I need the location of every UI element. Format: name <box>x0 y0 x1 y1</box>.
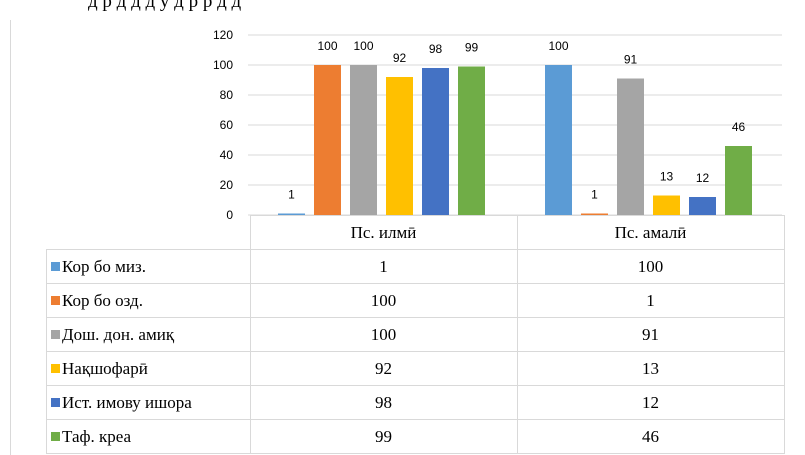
data-table-corner <box>46 215 251 250</box>
table-cell: 12 <box>516 385 785 420</box>
legend-swatch <box>51 295 60 305</box>
data-label: 100 <box>317 39 337 53</box>
cropped-heading-text: д р д д д у д р р д д <box>88 0 242 12</box>
legend-swatch <box>51 261 60 271</box>
table-cell: 46 <box>516 419 785 454</box>
category-label-0: Пс. илмӣ <box>249 215 518 250</box>
y-tick-label: 80 <box>220 88 234 102</box>
bar <box>314 65 341 215</box>
legend-swatch <box>51 329 60 339</box>
y-tick-label: 60 <box>220 118 234 132</box>
bar <box>725 146 752 215</box>
series-label: Ист. имову ишора <box>46 385 251 420</box>
bar <box>581 213 608 215</box>
y-tick-label: 100 <box>213 58 233 72</box>
bar <box>422 68 449 215</box>
y-tick-label: 0 <box>226 208 233 222</box>
table-cell: 91 <box>516 317 785 352</box>
table-cell: 92 <box>249 351 518 386</box>
table-row: Дош. дон. амиқ 100 91 <box>46 317 785 352</box>
table-cell: 1 <box>249 249 518 284</box>
table-row: Ист. имову ишора 98 12 <box>46 385 785 420</box>
table-cell: 1 <box>516 283 785 318</box>
data-label: 99 <box>465 41 479 55</box>
table-cell: 99 <box>249 419 518 454</box>
table-row: Кор бо миз. 1 100 <box>46 249 785 284</box>
table-row: Кор бо озд. 100 1 <box>46 283 785 318</box>
data-labels: 1 100 100 1 100 91 92 13 98 12 99 46 <box>288 39 745 202</box>
table-cell: 13 <box>516 351 785 386</box>
data-label: 12 <box>696 171 710 185</box>
legend-swatch <box>51 363 60 373</box>
data-label: 100 <box>548 39 568 53</box>
y-axis: 0 20 40 60 80 100 120 <box>213 28 233 222</box>
table-row: Нақшофарӣ 92 13 <box>46 351 785 386</box>
bar <box>545 65 572 215</box>
table-cell: 100 <box>516 249 785 284</box>
chart-frame-border <box>10 20 11 455</box>
data-label: 92 <box>393 51 407 65</box>
data-label: 98 <box>429 42 443 56</box>
data-label: 91 <box>624 53 638 67</box>
category-label-1: Пс. амалӣ <box>516 215 785 250</box>
bars <box>278 65 752 215</box>
y-tick-label: 40 <box>220 148 234 162</box>
chart-data-table: Пс. илмӣ Пс. амалӣ Кор бо миз. 1 100 Кор бо… <box>46 215 785 454</box>
bar <box>617 78 644 215</box>
series-label: Нақшофарӣ <box>46 351 251 386</box>
bar <box>653 195 680 215</box>
bar <box>278 213 305 215</box>
series-label: Кор бо миз. <box>46 249 251 284</box>
series-label: Дош. дон. амиқ <box>46 317 251 352</box>
bar <box>458 66 485 215</box>
table-cell: 98 <box>249 385 518 420</box>
data-label: 1 <box>288 188 295 202</box>
table-cell: 100 <box>249 317 518 352</box>
data-label: 1 <box>591 188 598 202</box>
bar <box>386 77 413 215</box>
data-label: 46 <box>732 120 746 134</box>
data-label: 100 <box>353 39 373 53</box>
bar <box>689 197 716 215</box>
table-cell: 100 <box>249 283 518 318</box>
data-label: 13 <box>660 170 674 184</box>
y-tick-label: 20 <box>220 178 234 192</box>
series-label: Кор бо озд. <box>46 283 251 318</box>
legend-swatch <box>51 431 60 441</box>
y-tick-label: 120 <box>213 28 233 42</box>
bar <box>350 65 377 215</box>
data-table-header-row: Пс. илмӣ Пс. амалӣ <box>46 215 785 250</box>
legend-swatch <box>51 397 60 407</box>
series-label: Таф. креа <box>46 419 251 454</box>
table-row: Таф. креа 99 46 <box>46 419 785 454</box>
